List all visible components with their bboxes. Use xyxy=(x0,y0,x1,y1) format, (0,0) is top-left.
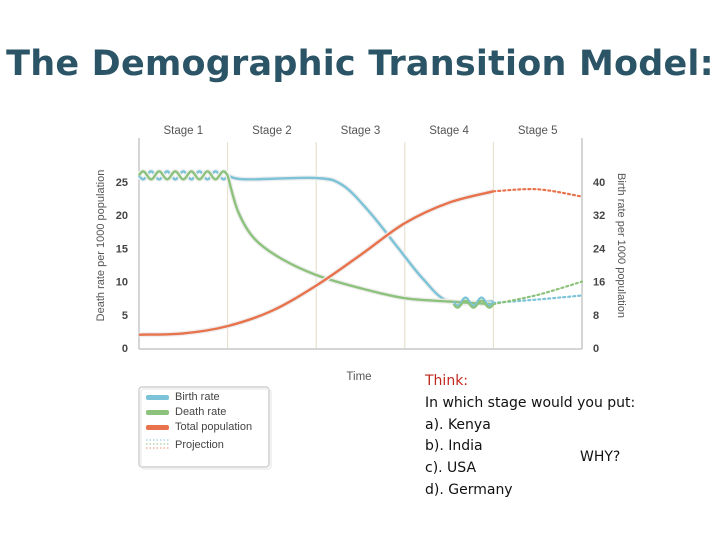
legend-swatch xyxy=(146,410,169,415)
right-tick-label: 40 xyxy=(593,177,605,189)
chart-legend: Birth rate Death rate Total population Proj… xyxy=(138,386,272,470)
left-tick-label: 25 xyxy=(116,177,128,189)
birth-rate-halo xyxy=(226,172,494,306)
option-a: a). Kenya xyxy=(425,416,491,433)
legend-label: Total population xyxy=(175,421,252,433)
birth-rate-line xyxy=(227,174,494,305)
legend-swatch xyxy=(146,425,169,430)
death-rate-halo xyxy=(225,174,494,307)
option-b: b). India xyxy=(425,438,483,455)
left-tick-label: 0 xyxy=(122,343,128,355)
left-axis-title: Death rate per 1000 population xyxy=(95,170,107,322)
right-tick-label: 16 xyxy=(593,277,605,289)
death-rate-stage1-fluctuation xyxy=(138,170,229,181)
stage-label: Stage 3 xyxy=(341,125,381,137)
right-tick-label: 8 xyxy=(593,310,599,322)
right-tick-label: 32 xyxy=(593,210,605,222)
stage-gridlines xyxy=(227,142,494,349)
stage-label: Stage 4 xyxy=(429,125,469,137)
birth-rate-stage4-fluctuation xyxy=(452,296,495,307)
death-rate-line xyxy=(226,175,494,306)
question-prompt: In which stage would you put: xyxy=(425,394,636,411)
stage-label: Stage 5 xyxy=(518,125,558,137)
right-tick-label: 24 xyxy=(593,243,606,255)
left-tick-label: 15 xyxy=(116,243,128,255)
question-heading: Think: xyxy=(425,373,469,389)
question-panel: Think: In which stage would you put: a).… xyxy=(425,371,685,502)
right-axis-title: Birth rate per 1000 population xyxy=(615,173,627,318)
legend-shadow xyxy=(140,388,272,470)
left-tick-label: 5 xyxy=(122,310,128,322)
slide-title: The Demographic Transition Model: xyxy=(6,44,714,84)
legend-box xyxy=(138,386,270,468)
legend-label: Birth rate xyxy=(175,391,220,403)
option-c: c). USA xyxy=(425,460,477,477)
why-label: WHY? xyxy=(580,449,621,465)
birth-rate-projection xyxy=(492,294,584,304)
x-axis-title: Time xyxy=(346,371,371,383)
stage-label: Stage 1 xyxy=(163,125,203,137)
left-tick-label: 10 xyxy=(116,277,128,289)
left-tick-label: 20 xyxy=(116,210,128,222)
right-tick-label: 0 xyxy=(593,343,599,355)
legend-label: Projection xyxy=(175,439,224,451)
option-d: d). Germany xyxy=(425,481,513,498)
legend-label: Death rate xyxy=(175,406,226,418)
stage-label: Stage 2 xyxy=(252,125,292,137)
legend-swatch xyxy=(146,395,169,400)
total-population-line xyxy=(138,190,494,336)
death-rate-projection xyxy=(492,280,584,306)
axis-labels: Stage 1 Stage 2 Stage 3 Stage 4 Stage 5 0 0 5 8 1… xyxy=(95,125,627,383)
death-rate-stage4-fluctuation xyxy=(452,299,495,309)
total-population-projection xyxy=(492,188,584,198)
data-lines xyxy=(136,168,584,338)
